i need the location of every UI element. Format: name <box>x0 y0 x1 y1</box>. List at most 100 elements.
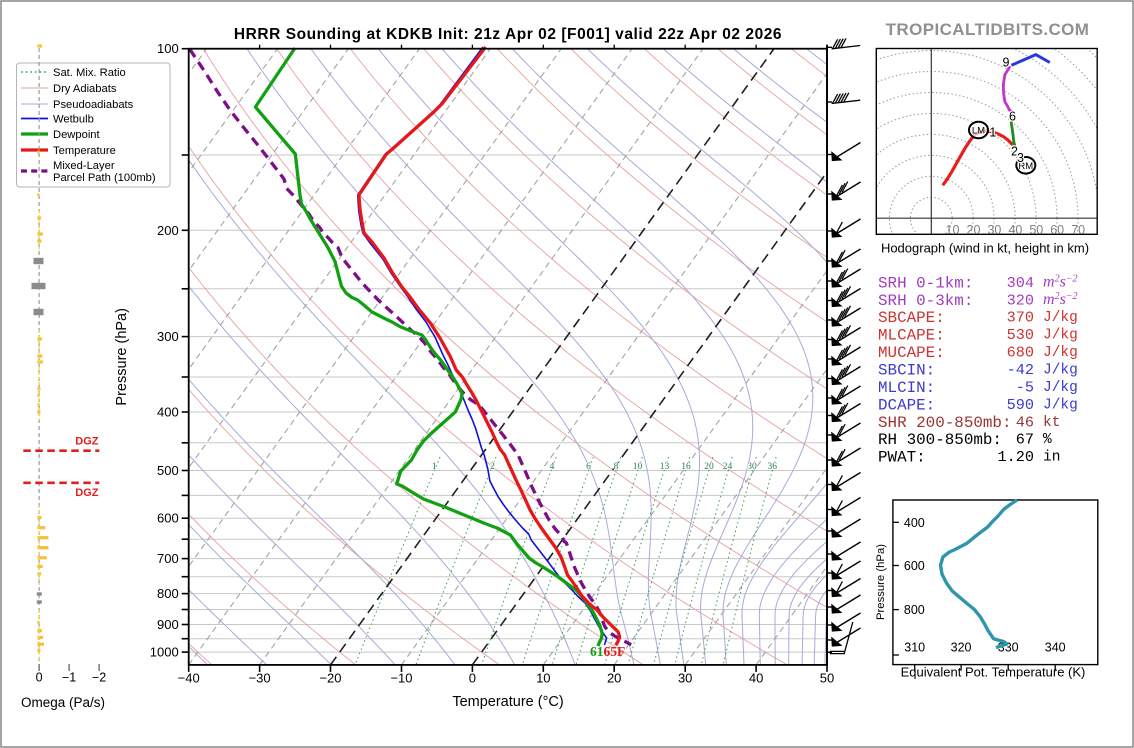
svg-text:Omega (Pa/s): Omega (Pa/s) <box>21 695 105 710</box>
svg-text:30: 30 <box>987 223 1001 237</box>
svg-text:300: 300 <box>157 329 179 344</box>
svg-text:−30: −30 <box>249 671 271 686</box>
svg-text:0: 0 <box>36 671 43 685</box>
svg-text:J/kg: J/kg <box>1043 397 1078 413</box>
svg-text:10: 10 <box>946 223 960 237</box>
svg-text:Temperature (°C): Temperature (°C) <box>452 694 563 710</box>
svg-text:600: 600 <box>157 511 179 526</box>
svg-text:SRH 0-3km:: SRH 0-3km: <box>878 292 973 310</box>
svg-text:SBCAPE:: SBCAPE: <box>878 309 945 327</box>
svg-text:Sat. Mix. Ratio: Sat. Mix. Ratio <box>53 67 126 79</box>
svg-text:DGZ: DGZ <box>75 436 99 448</box>
svg-text:DGZ: DGZ <box>75 487 99 499</box>
svg-text:4: 4 <box>550 462 555 472</box>
svg-text:500: 500 <box>157 463 179 478</box>
svg-text:2: 2 <box>490 462 495 472</box>
svg-text:Dewpoint: Dewpoint <box>53 129 101 141</box>
svg-text:400: 400 <box>157 405 179 420</box>
svg-text:Pressure (hPa): Pressure (hPa) <box>875 544 887 620</box>
svg-text:Temperature: Temperature <box>53 145 116 157</box>
svg-text:65F: 65F <box>604 644 626 659</box>
svg-text:67: 67 <box>1016 431 1034 449</box>
svg-text:13: 13 <box>660 462 670 472</box>
svg-text:60: 60 <box>1050 223 1064 237</box>
svg-text:MUCAPE:: MUCAPE: <box>878 344 945 362</box>
svg-text:%: % <box>1043 432 1052 448</box>
svg-text:20: 20 <box>967 223 981 237</box>
svg-text:320: 320 <box>1007 291 1034 309</box>
svg-text:MLCAPE:: MLCAPE: <box>878 327 945 345</box>
svg-text:SHR 200-850mb:: SHR 200-850mb: <box>878 414 1012 432</box>
svg-text:Dry Adiabats: Dry Adiabats <box>53 83 117 95</box>
svg-text:TROPICALTIDBITS.COM: TROPICALTIDBITS.COM <box>886 20 1090 39</box>
svg-text:RH 300-850mb:: RH 300-850mb: <box>878 431 1002 449</box>
svg-text:600: 600 <box>904 559 925 573</box>
svg-text:J/kg: J/kg <box>1043 328 1078 344</box>
svg-text:−20: −20 <box>319 671 341 686</box>
svg-text:304: 304 <box>1007 274 1034 292</box>
svg-text:0: 0 <box>469 671 476 686</box>
svg-text:6: 6 <box>1009 110 1016 124</box>
svg-text:30: 30 <box>747 462 757 472</box>
svg-text:LM: LM <box>972 126 985 137</box>
svg-text:SRH 0-1km:: SRH 0-1km: <box>878 274 973 292</box>
svg-text:340: 340 <box>1045 641 1066 655</box>
svg-text:1000: 1000 <box>150 645 179 660</box>
svg-text:-42: -42 <box>1007 361 1034 379</box>
svg-text:−10: −10 <box>390 671 412 686</box>
svg-text:J/kg: J/kg <box>1043 363 1078 379</box>
svg-text:3: 3 <box>1017 151 1024 165</box>
svg-text:in: in <box>1043 450 1060 466</box>
svg-text:400: 400 <box>904 516 925 530</box>
svg-text:200: 200 <box>157 223 179 238</box>
svg-text:100: 100 <box>157 41 179 56</box>
svg-text:Wetbulb: Wetbulb <box>53 113 94 125</box>
svg-text:SBCIN:: SBCIN: <box>878 362 935 380</box>
svg-text:800: 800 <box>157 586 179 601</box>
svg-text:700: 700 <box>157 551 179 566</box>
svg-text:24: 24 <box>723 462 733 472</box>
svg-text:Parcel Path (100mb): Parcel Path (100mb) <box>53 172 156 184</box>
svg-text:kt: kt <box>1043 415 1060 431</box>
svg-text:40: 40 <box>749 671 763 686</box>
svg-text:20: 20 <box>607 671 621 686</box>
svg-text:320: 320 <box>951 641 972 655</box>
svg-text:50: 50 <box>820 671 834 686</box>
svg-text:−2: −2 <box>92 671 106 685</box>
svg-text:2: 2 <box>1011 145 1018 159</box>
svg-text:370: 370 <box>1007 309 1034 327</box>
svg-text:40: 40 <box>1008 223 1022 237</box>
svg-text:800: 800 <box>904 603 925 617</box>
svg-text:Equivalent Pot. Temperature (K: Equivalent Pot. Temperature (K) <box>901 665 1086 680</box>
svg-text:−1: −1 <box>62 671 76 685</box>
svg-text:Pseudoadiabats: Pseudoadiabats <box>53 99 134 111</box>
svg-text:70: 70 <box>1071 223 1085 237</box>
svg-text:10: 10 <box>633 462 643 472</box>
svg-text:Hodograph (wind in kt, height: Hodograph (wind in kt, height in km) <box>881 241 1089 256</box>
svg-text:Mixed-Layer: Mixed-Layer <box>53 160 115 172</box>
svg-text:46: 46 <box>1016 413 1034 431</box>
svg-text:590: 590 <box>1007 396 1034 414</box>
svg-text:1.20: 1.20 <box>998 448 1034 466</box>
svg-text:10: 10 <box>536 671 550 686</box>
svg-text:50: 50 <box>1029 223 1043 237</box>
svg-text:Pressure (hPa): Pressure (hPa) <box>114 308 130 406</box>
svg-text:1: 1 <box>432 462 437 472</box>
svg-text:MLCIN:: MLCIN: <box>878 379 935 397</box>
svg-text:900: 900 <box>157 617 179 632</box>
svg-text:9: 9 <box>1003 56 1010 70</box>
svg-text:J/kg: J/kg <box>1043 310 1078 326</box>
svg-text:RM: RM <box>1018 161 1033 172</box>
svg-text:HRRR Sounding at KDKB Init: 21: HRRR Sounding at KDKB Init: 21z Apr 02 [… <box>234 26 782 43</box>
svg-text:J/kg: J/kg <box>1043 380 1078 396</box>
svg-text:20: 20 <box>704 462 714 472</box>
svg-text:6: 6 <box>586 462 591 472</box>
svg-text:30: 30 <box>678 671 692 686</box>
svg-text:16: 16 <box>681 462 691 472</box>
svg-text:−40: −40 <box>178 671 200 686</box>
svg-text:680: 680 <box>1007 344 1034 362</box>
svg-text:8: 8 <box>614 462 619 472</box>
svg-text:530: 530 <box>1007 326 1034 344</box>
svg-text:-5: -5 <box>1016 378 1034 396</box>
svg-text:PWAT:: PWAT: <box>878 449 926 467</box>
